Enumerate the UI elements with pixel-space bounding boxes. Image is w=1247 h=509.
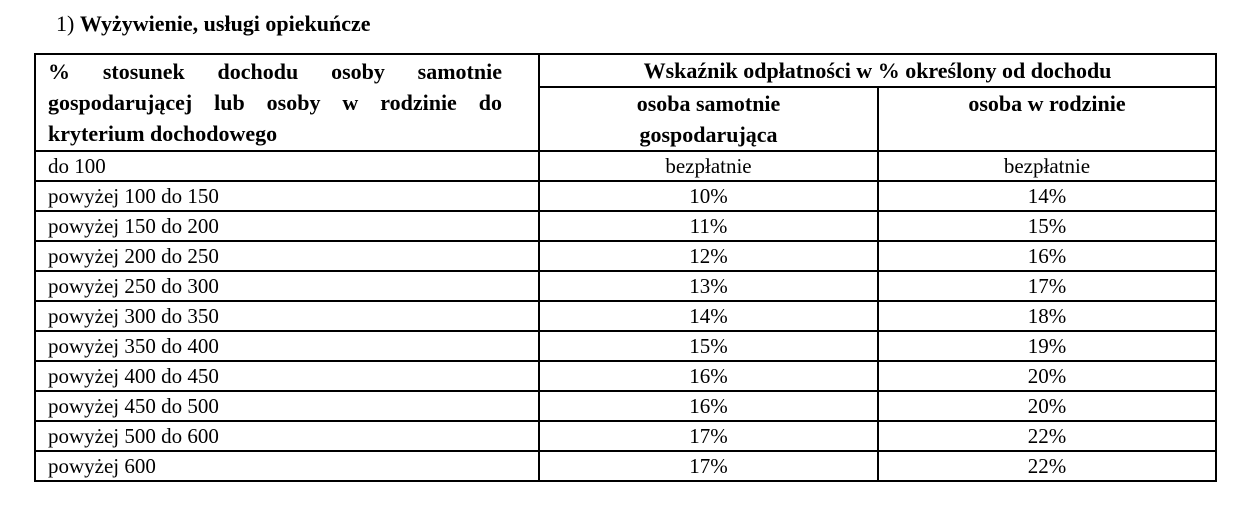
table-row: powyżej 250 do 300 13% 17% (34, 270, 1217, 302)
table-row: powyżej 400 do 450 16% 20% (34, 360, 1217, 392)
cell-family: 18% (877, 300, 1217, 332)
table-row: powyżej 150 do 200 11% 15% (34, 210, 1217, 242)
table-row: powyżej 600 17% 22% (34, 450, 1217, 482)
cell-range: powyżej 600 (34, 450, 540, 482)
table-row: powyżej 300 do 350 14% 18% (34, 300, 1217, 332)
table-header: % stosunek dochodu osoby samotnie gospod… (34, 53, 1217, 152)
header-income-criterion: % stosunek dochodu osoby samotnie gospod… (34, 53, 540, 152)
cell-family: 22% (877, 450, 1217, 482)
cell-single: 10% (538, 180, 879, 212)
cell-single: 12% (538, 240, 879, 272)
header-single-person: osoba samotnie gospodarująca (538, 86, 879, 152)
cell-family: 14% (877, 180, 1217, 212)
cell-family: bezpłatnie (877, 150, 1217, 182)
table-row: powyżej 350 do 400 15% 19% (34, 330, 1217, 362)
cell-family: 19% (877, 330, 1217, 362)
cell-family: 15% (877, 210, 1217, 242)
table-row: do 100 bezpłatnie bezpłatnie (34, 150, 1217, 182)
table-row: powyżej 100 do 150 10% 14% (34, 180, 1217, 212)
cell-single: bezpłatnie (538, 150, 879, 182)
cell-family: 20% (877, 360, 1217, 392)
cell-range: powyżej 400 do 450 (34, 360, 540, 392)
section-title-text: Wyżywienie, usługi opiekuńcze (79, 11, 371, 36)
cell-single: 16% (538, 360, 879, 392)
cell-family: 17% (877, 270, 1217, 302)
cell-range: powyżej 200 do 250 (34, 240, 540, 272)
table-body: do 100 bezpłatnie bezpłatnie powyżej 100 do… (34, 150, 1217, 482)
cell-family: 22% (877, 420, 1217, 452)
cell-range: powyżej 300 do 350 (34, 300, 540, 332)
section-number: 1) (56, 11, 75, 36)
cell-range: do 100 (34, 150, 540, 182)
cell-range: powyżej 500 do 600 (34, 420, 540, 452)
cell-range: powyżej 350 do 400 (34, 330, 540, 362)
header-person-in-family: osoba w rodzinie (877, 86, 1217, 152)
cell-single: 13% (538, 270, 879, 302)
cell-family: 16% (877, 240, 1217, 272)
cell-single: 17% (538, 450, 879, 482)
cell-range: powyżej 250 do 300 (34, 270, 540, 302)
table-row: powyżej 200 do 250 12% 16% (34, 240, 1217, 272)
cell-single: 14% (538, 300, 879, 332)
cell-family: 20% (877, 390, 1217, 422)
cell-range: powyżej 100 do 150 (34, 180, 540, 212)
header-row-2: osoba samotnie gospodarująca osoba w rod… (35, 86, 1217, 152)
cell-single: 15% (538, 330, 879, 362)
section-title: 1) Wyżywienie, usługi opiekuńcze (56, 9, 371, 39)
header-payment-indicator: Wskaźnik odpłatności w % określony od do… (538, 53, 1217, 88)
header-row-1: % stosunek dochodu osoby samotnie gospod… (34, 53, 1217, 152)
cell-single: 11% (538, 210, 879, 242)
cell-range: powyżej 450 do 500 (34, 390, 540, 422)
table-row: powyżej 450 do 500 16% 20% (34, 390, 1217, 422)
table-row: powyżej 500 do 600 17% 22% (34, 420, 1217, 452)
payment-rates-table: % stosunek dochodu osoby samotnie gospod… (34, 53, 1217, 482)
cell-range: powyżej 150 do 200 (34, 210, 540, 242)
cell-single: 17% (538, 420, 879, 452)
cell-single: 16% (538, 390, 879, 422)
